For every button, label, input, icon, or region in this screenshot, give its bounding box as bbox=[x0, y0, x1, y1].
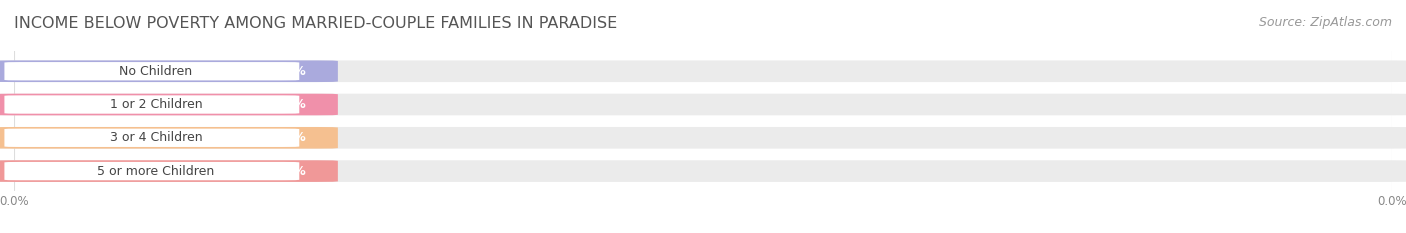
Text: Source: ZipAtlas.com: Source: ZipAtlas.com bbox=[1258, 16, 1392, 29]
FancyBboxPatch shape bbox=[0, 94, 337, 115]
Text: 5 or more Children: 5 or more Children bbox=[97, 164, 215, 178]
FancyBboxPatch shape bbox=[0, 60, 1406, 82]
Text: 0.0%: 0.0% bbox=[271, 65, 307, 78]
FancyBboxPatch shape bbox=[0, 127, 1406, 149]
FancyBboxPatch shape bbox=[4, 129, 299, 147]
Text: 3 or 4 Children: 3 or 4 Children bbox=[110, 131, 202, 144]
FancyBboxPatch shape bbox=[0, 60, 337, 82]
Text: INCOME BELOW POVERTY AMONG MARRIED-COUPLE FAMILIES IN PARADISE: INCOME BELOW POVERTY AMONG MARRIED-COUPL… bbox=[14, 16, 617, 31]
Text: No Children: No Children bbox=[120, 65, 193, 78]
FancyBboxPatch shape bbox=[4, 95, 299, 114]
FancyBboxPatch shape bbox=[0, 127, 337, 149]
FancyBboxPatch shape bbox=[4, 162, 299, 180]
Text: 0.0%: 0.0% bbox=[271, 164, 307, 178]
FancyBboxPatch shape bbox=[0, 94, 1406, 115]
FancyBboxPatch shape bbox=[0, 160, 337, 182]
FancyBboxPatch shape bbox=[0, 160, 1406, 182]
Text: 0.0%: 0.0% bbox=[271, 131, 307, 144]
FancyBboxPatch shape bbox=[4, 62, 299, 80]
Text: 1 or 2 Children: 1 or 2 Children bbox=[110, 98, 202, 111]
Text: 0.0%: 0.0% bbox=[271, 98, 307, 111]
